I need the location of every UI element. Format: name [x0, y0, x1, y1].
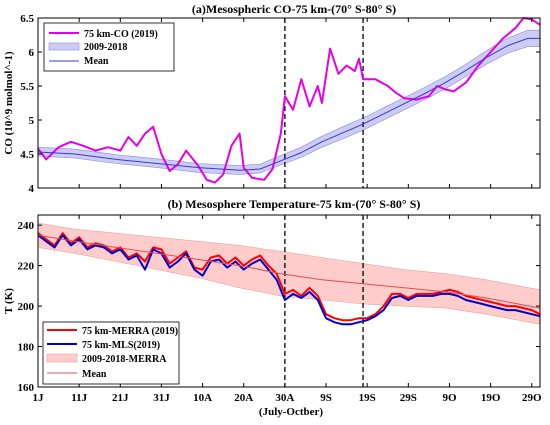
panel-b-frame	[37, 214, 541, 388]
legend-label-co-2019: 75 km-CO (2019)	[84, 29, 158, 40]
y-tick-label: 5.5	[20, 81, 34, 93]
x-tick-label: 9O	[442, 392, 457, 404]
series-line-1	[37, 234, 541, 326]
panel-b-vlines	[284, 215, 364, 387]
panel-b-band-layer	[37, 222, 541, 325]
x-tick-label: 10A	[193, 392, 212, 404]
panel-a-frame	[37, 17, 541, 189]
legend-label-band-b: 2009-2018-MERRA	[82, 354, 167, 365]
y-tick-label: 180	[18, 342, 35, 354]
y-tick-label: 4.5	[20, 149, 34, 161]
panel-a-co: (a)Mesospheric CO-75 km-(70° S-80° S) 44…	[3, 2, 541, 195]
panel-b-legend: 75 km-MERRA (2019) 75 km-MLS(2019) 2009-…	[42, 321, 180, 385]
legend-label-mls-2019: 75 km-MLS(2019)	[82, 340, 160, 351]
legend-label-band-a: 2009-2018	[84, 42, 127, 53]
x-tick-label: 20A	[234, 392, 253, 404]
panel-b-title: (b) Mesosphere Temperature-75 km-(70° S-…	[168, 197, 421, 211]
x-tick-label: 30A	[275, 392, 294, 404]
series-line-3	[37, 234, 541, 309]
panel-a-title: (a)Mesospheric CO-75 km-(70° S-80° S)	[192, 2, 396, 16]
series-band-2	[37, 222, 541, 325]
x-tick-label: 19O	[481, 392, 501, 404]
x-tick-label: 19S	[359, 392, 376, 404]
panel-a-ylabel: CO (10^9 molmol^-1)	[3, 51, 15, 155]
series-line-0	[37, 17, 541, 184]
y-tick-label: 200	[18, 301, 35, 313]
panel-b-x-ticks: 1J 11J 21J 31J 10A 20A 30A 9S 19S 29S 9O 19O 29O	[33, 215, 542, 404]
y-tick-label: 4	[29, 183, 35, 195]
x-tick-label: 21J	[112, 392, 129, 404]
panel-b-temperature: (b) Mesosphere Temperature-75 km-(70° S-…	[3, 197, 542, 418]
x-tick-label: 1J	[33, 392, 45, 404]
y-tick-label: 6.5	[20, 13, 34, 25]
panel-a-legend: 75 km-CO (2019) 2009-2018 Mean	[43, 22, 175, 72]
panel-b-ylabel: T (K)	[3, 288, 15, 314]
panel-a-x-ticks	[37, 18, 533, 188]
panel-b-y-ticks: 160 180 200 220 240	[18, 220, 540, 394]
x-tick-label: 9S	[320, 392, 332, 404]
legend-label-merra-2019: 75 km-MERRA (2019)	[82, 326, 178, 337]
panel-b-xlabel: (July-Octber)	[259, 406, 323, 418]
panel-a-line-layer	[37, 17, 541, 184]
legend-swatch-band-a	[48, 42, 80, 51]
x-tick-label: 31J	[153, 392, 170, 404]
y-tick-label: 160	[18, 382, 35, 394]
x-tick-label: 29S	[400, 392, 417, 404]
panel-b-line-layer	[37, 232, 541, 326]
panel-a-vlines	[284, 18, 364, 188]
series-line-0	[37, 232, 541, 322]
legend-label-mean-b: Mean	[82, 369, 107, 380]
x-tick-label: 11J	[71, 392, 87, 404]
x-tick-label: 29O	[522, 392, 542, 404]
y-tick-label: 220	[18, 261, 35, 273]
legend-label-mean-a: Mean	[84, 56, 109, 67]
legend-box-b	[42, 321, 180, 385]
panel-a-y-ticks: 4 4.5 5 5.5 6 6.5	[20, 13, 540, 195]
y-tick-label: 6	[29, 47, 35, 59]
legend-swatch-band-b	[46, 353, 78, 363]
series-line-2	[37, 37, 540, 171]
y-tick-label: 240	[18, 220, 35, 232]
y-tick-label: 5	[29, 115, 35, 127]
